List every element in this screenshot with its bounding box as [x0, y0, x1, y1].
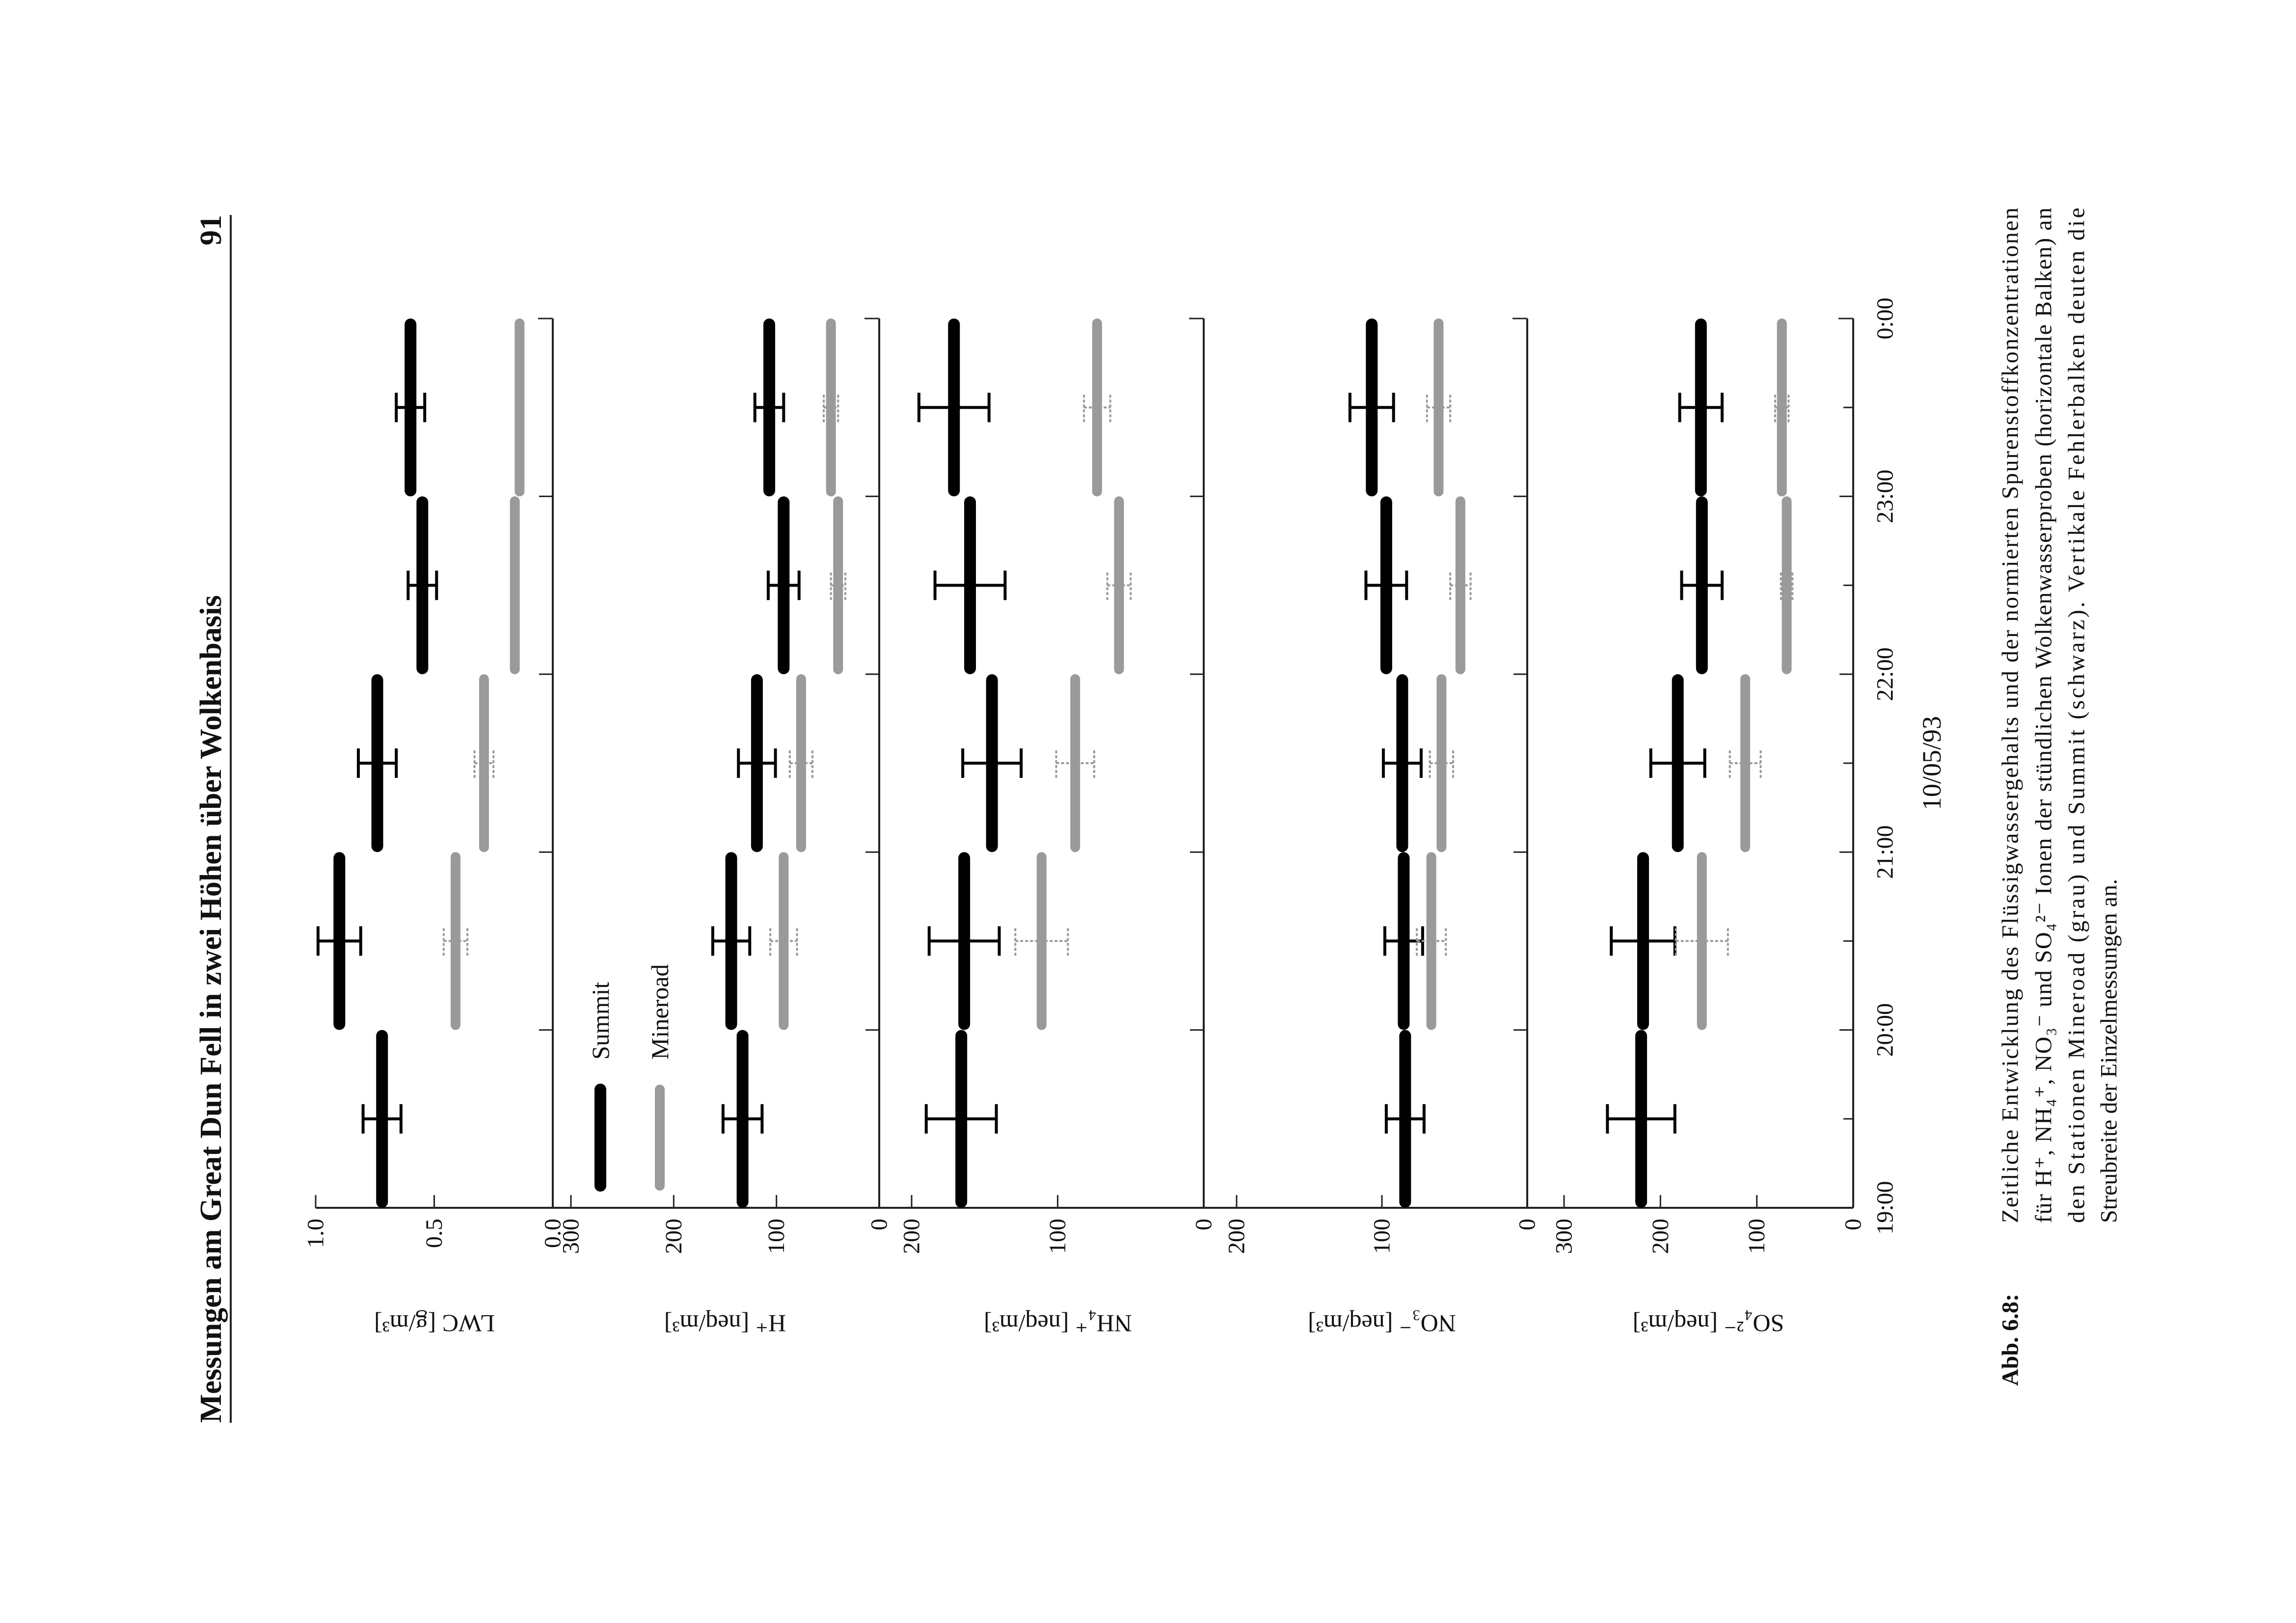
error-bar	[1429, 748, 1455, 778]
y-axis-label: H⁺ [neq/m³]	[664, 1310, 786, 1337]
x-tick-label: 19:00	[1872, 1181, 1898, 1234]
y-tick-label: 100	[1045, 1219, 1071, 1254]
y-tick-label: 0	[866, 1219, 892, 1230]
caption-line: für H⁺, NH₄⁺, NO₃⁻ und SO₄²⁻ Ionen der s…	[2031, 208, 2057, 1223]
error-bar	[395, 393, 427, 423]
error-bar	[711, 926, 752, 956]
bar	[1092, 318, 1102, 497]
error-bar	[356, 748, 398, 778]
error-bar	[1416, 926, 1447, 956]
x-tick-label: 20:00	[1872, 1003, 1898, 1057]
y-tick-label: 200	[661, 1219, 687, 1254]
bar	[779, 852, 789, 1030]
x-tick-label: 22:00	[1872, 647, 1898, 701]
error-bar	[822, 393, 839, 423]
error-bar	[1426, 393, 1452, 423]
x-tick-label: 23:00	[1872, 470, 1898, 523]
bar	[510, 496, 520, 674]
error-bar	[1774, 393, 1790, 423]
error-bar	[1384, 1104, 1426, 1134]
y-tick-label: 0.0	[540, 1219, 566, 1248]
error-bar	[753, 393, 785, 423]
error-bar	[766, 570, 801, 600]
x-tick-label: 0:00	[1872, 297, 1898, 339]
error-bar	[316, 926, 362, 956]
error-bar	[1680, 570, 1724, 600]
rotated-page: Messungen am Great Dun Fell in zwei Höhe…	[194, 208, 2122, 1423]
error-bar	[1729, 748, 1762, 778]
error-bar	[1106, 570, 1132, 600]
caption-label: Abb. 6.8:	[1998, 1294, 2024, 1386]
error-bar	[361, 1104, 403, 1134]
y-tick-label: 100	[1744, 1219, 1770, 1254]
error-bar	[1348, 393, 1395, 423]
y-axis-label: LWC [g/m³]	[374, 1310, 495, 1337]
y-axis-label: NH₄⁺ [neq/m³]	[984, 1310, 1132, 1337]
y-tick-label: 100	[1369, 1219, 1395, 1254]
error-bar	[1675, 926, 1729, 956]
y-tick-label: 100	[763, 1219, 789, 1254]
y-tick-label: 300	[558, 1219, 584, 1254]
error-bar	[442, 926, 469, 956]
caption-line: den Stationen Mineroad (grau) und Summit…	[2064, 208, 2090, 1223]
y-tick-label: 300	[1551, 1219, 1577, 1254]
y-axis-label: SO₄²⁻ [neq/m³]	[1633, 1310, 1784, 1337]
error-bar	[933, 570, 1007, 600]
error-bar	[917, 393, 991, 423]
error-bar	[1449, 570, 1472, 600]
y-tick-label: 1.0	[303, 1219, 329, 1248]
bar	[1426, 852, 1436, 1030]
y-axis-label: NO₃⁻ [neq/m³]	[1308, 1310, 1456, 1337]
error-bar	[1055, 748, 1095, 778]
bar	[1070, 674, 1080, 852]
page-number: 91	[194, 215, 228, 245]
error-bar	[1678, 393, 1724, 423]
error-bar	[769, 926, 798, 956]
error-bar	[473, 748, 495, 778]
y-tick-label: 0	[1191, 1219, 1217, 1230]
y-tick-label: 0	[1514, 1219, 1540, 1230]
error-bar	[1780, 570, 1794, 600]
error-bar	[1364, 570, 1408, 600]
page-title: Messungen am Great Dun Fell in zwei Höhe…	[194, 595, 228, 1423]
legend-label: Summit	[587, 982, 614, 1060]
error-bar	[927, 926, 1001, 956]
error-bar	[924, 1104, 998, 1134]
error-bar	[721, 1104, 764, 1134]
time-axis-label: 10/05/93	[1917, 716, 1946, 810]
y-tick-label: 200	[899, 1219, 925, 1254]
error-bar	[1606, 1104, 1676, 1134]
error-bar	[406, 570, 438, 600]
error-bar	[788, 748, 813, 778]
y-tick-label: 200	[1648, 1219, 1674, 1254]
y-tick-label: 0.5	[421, 1219, 447, 1248]
error-bar	[961, 748, 1023, 778]
error-bar	[830, 570, 846, 600]
bar	[514, 318, 525, 497]
caption-line: Zeitliche Entwicklung des Flüssigwasserg…	[1998, 208, 2024, 1223]
x-tick-label: 21:00	[1872, 825, 1898, 879]
legend-label: Mineroad	[646, 964, 674, 1060]
caption-line: Streubreite der Einzelmessungen an.	[2096, 879, 2122, 1223]
y-tick-label: 0	[1840, 1219, 1866, 1230]
error-bar	[1014, 926, 1069, 956]
error-bar	[1381, 748, 1423, 778]
error-bar	[737, 748, 777, 778]
y-tick-label: 200	[1224, 1219, 1250, 1254]
error-bar	[1083, 393, 1111, 423]
error-bar	[1649, 748, 1706, 778]
bar	[479, 674, 489, 852]
